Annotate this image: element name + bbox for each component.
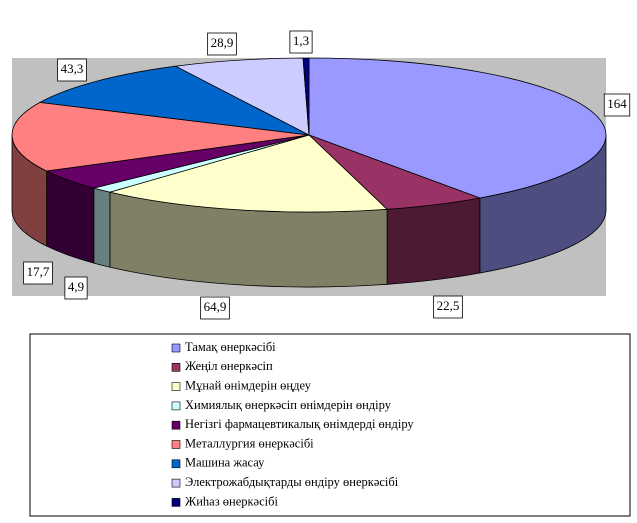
data-label: 28,9	[211, 35, 234, 50]
slice	[38, 65, 310, 136]
data-label: 43,3	[61, 61, 84, 76]
data-label: 4,9	[68, 279, 84, 294]
slice	[174, 57, 310, 136]
legend-label: Химиялық өнеркәсіп өнімдерін өндіру	[185, 398, 392, 412]
data-label-box	[64, 276, 88, 300]
data-label-box	[207, 32, 237, 56]
data-label-box	[289, 30, 313, 54]
legend-label: Тамақ өнеркәсібі	[185, 340, 276, 354]
slice	[302, 57, 310, 136]
legend-label: Электрожабдықтарды өндіру өнеркәсібі	[185, 475, 399, 489]
slice	[308, 57, 607, 199]
legend-swatch	[171, 459, 181, 469]
data-label-box	[23, 261, 53, 285]
legend-label: Машина жасау	[185, 456, 265, 470]
legend-label: Мұнай өнімдерін өңдеу	[185, 378, 312, 392]
tops	[11, 57, 607, 213]
legend-swatch	[171, 420, 181, 430]
legend-entries: Тамақ өнеркәсібі Жеңіл өнеркәсіп Мұнай өні…	[171, 340, 414, 508]
legend	[29, 333, 631, 517]
legend-label: Жиһаз өнеркәсібі	[185, 494, 278, 508]
data-label-box	[433, 295, 463, 319]
legend-label: Металлургия өнеркәсібі	[185, 436, 314, 450]
slice	[108, 134, 388, 213]
legend-swatch	[171, 401, 181, 411]
slice	[11, 101, 310, 172]
legend-swatch	[171, 440, 181, 449]
legend-swatch	[171, 382, 181, 391]
data-label: 164	[607, 96, 627, 111]
legend-swatch	[171, 362, 181, 372]
data-label: 64,9	[204, 299, 227, 314]
legend-swatch	[171, 498, 181, 507]
legend-swatch	[171, 478, 181, 488]
data-label-box	[603, 93, 631, 117]
slice-side	[386, 197, 481, 285]
legend-label: Жеңіл өнеркәсіп	[185, 359, 273, 373]
data-label-box	[200, 296, 230, 320]
data-label: 17,7	[27, 264, 50, 279]
data-label-box	[57, 58, 87, 82]
data-label: 22,5	[437, 298, 460, 313]
legend-label: Негізгі фармацевтикалық өнімдерді өндіру	[185, 417, 414, 431]
sides	[11, 134, 607, 288]
data-label: 1,3	[293, 33, 309, 48]
legend-swatch	[171, 343, 181, 353]
slice-side	[93, 187, 111, 268]
